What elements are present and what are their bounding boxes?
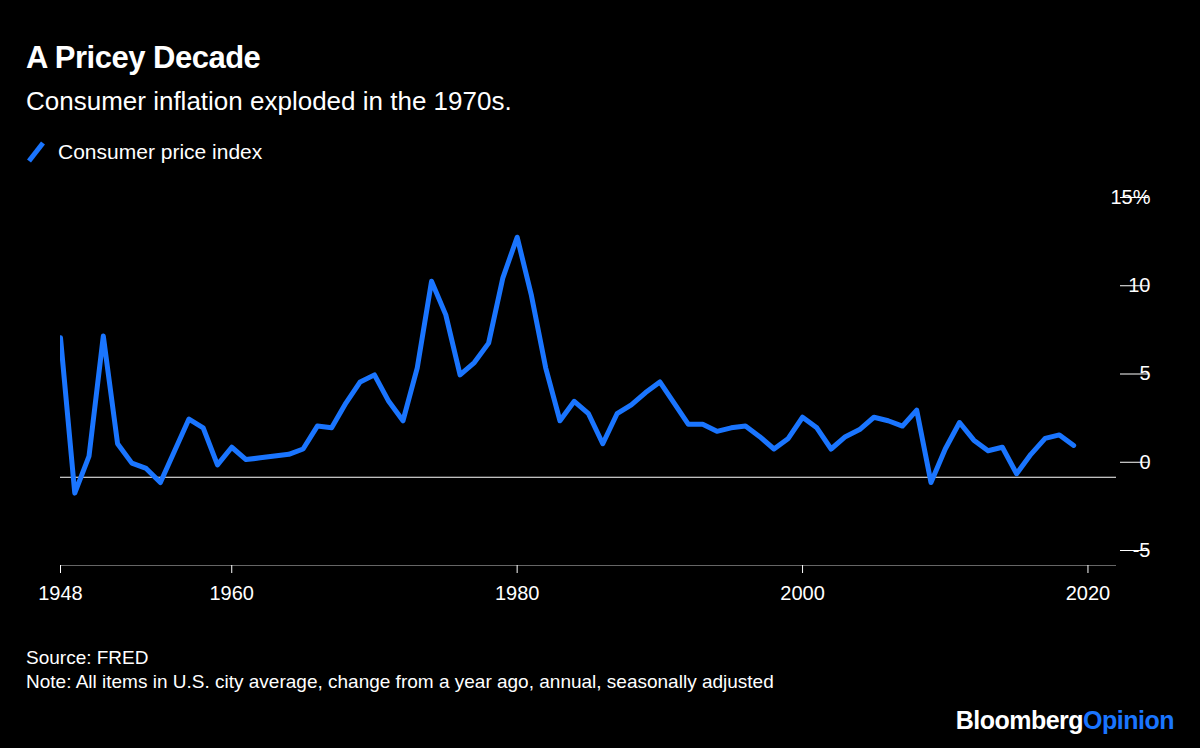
svg-text:1948: 1948	[38, 582, 83, 604]
html-text:Source: FRED: Source: FRED	[26, 647, 149, 668]
svg-text:0: 0	[1139, 451, 1150, 473]
html-text:Note: All items in U.S. city a: Note: All items in U.S. city average, ch…	[26, 671, 774, 692]
html-text:A Pricey Decade: A Pricey Decade	[26, 40, 261, 75]
svg-text:5: 5	[1139, 362, 1150, 384]
html-text:Consumer inflation exploded in: Consumer inflation exploded in the 1970s…	[26, 86, 512, 116]
svg-text:2000: 2000	[780, 582, 825, 604]
svg-text:10: 10	[1128, 274, 1150, 296]
svg-text:2020: 2020	[1066, 582, 1111, 604]
svg-text:-5: -5	[1133, 539, 1151, 561]
html-text:Bloomberg Opinion: Bloomberg Opinion	[955, 706, 1174, 734]
svg-text:15%: 15%	[1110, 186, 1150, 208]
html-text:Consumer price index: Consumer price index	[58, 140, 263, 163]
svg-text:1980: 1980	[495, 582, 540, 604]
svg-text:1960: 1960	[209, 582, 254, 604]
